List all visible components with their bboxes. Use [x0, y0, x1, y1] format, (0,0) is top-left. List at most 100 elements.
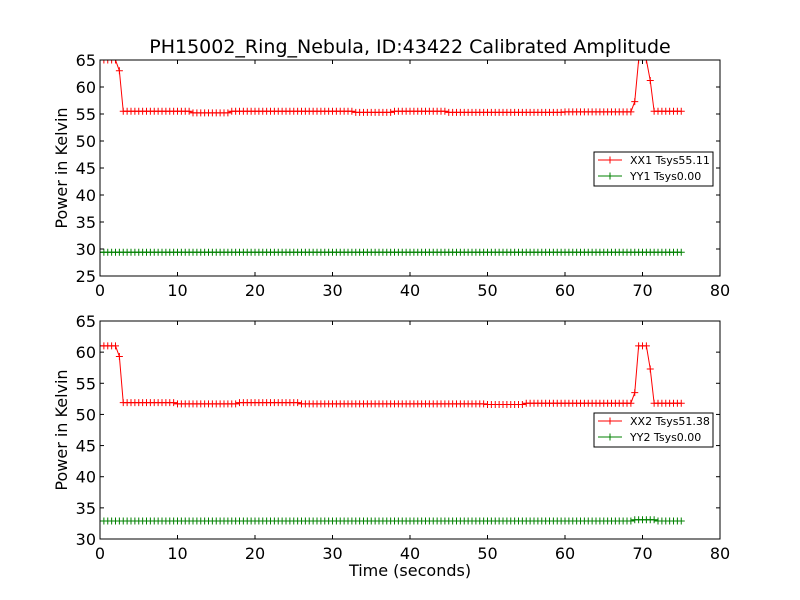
y-axis-label: Power in Kelvin — [52, 107, 71, 228]
data-point — [480, 400, 488, 408]
y-tick-label: 65 — [76, 51, 96, 70]
legend-box — [593, 151, 714, 187]
x-tick-label: 10 — [167, 544, 187, 563]
y-tick-label: 30 — [76, 530, 96, 549]
series-yy-2 — [100, 516, 685, 525]
data-point — [108, 60, 116, 64]
chart-title: PH15002_Ring_Nebula, ID:43422 Calibrated… — [149, 36, 670, 58]
series-markers — [100, 60, 685, 117]
series-markers — [100, 516, 685, 525]
legend-entry: YY2 Tsys0.00 — [598, 431, 701, 444]
data-point — [100, 60, 108, 64]
legend-entry: YY1 Tsys0.00 — [598, 170, 701, 183]
data-point — [677, 517, 685, 525]
legend-marker — [606, 172, 614, 180]
legend-label: YY2 Tsys0.00 — [629, 431, 701, 444]
x-tick-label: 50 — [477, 281, 497, 300]
plot-top: 0 10 20 30 40 50 60 70 80 25 30 35 40 45 50 55 60 65 Power… — [52, 51, 730, 300]
data-point — [627, 108, 635, 116]
legend-entry: XX2 Tsys51.38 — [598, 415, 710, 428]
data-point — [677, 107, 685, 115]
series-yy-1 — [100, 248, 685, 256]
x-tick-label: 0 — [95, 544, 105, 563]
legend-marker — [606, 433, 614, 441]
data-point — [627, 399, 635, 407]
legend-label: YY1 Tsys0.00 — [629, 170, 701, 183]
data-point — [650, 516, 658, 524]
data-point — [115, 67, 123, 75]
data-point — [294, 399, 302, 407]
y-tick-label: 50 — [76, 132, 96, 151]
legend-marker — [606, 156, 614, 164]
legend-label: XX2 Tsys51.38 — [630, 415, 710, 428]
data-point — [348, 107, 356, 115]
x-tick-label: 60 — [555, 281, 575, 300]
x-tick-label: 40 — [400, 281, 420, 300]
data-point — [642, 60, 650, 64]
x-tick-label: 30 — [322, 281, 342, 300]
y-tick-label: 65 — [76, 312, 96, 331]
legend-entry: XX1 Tsys55.11 — [598, 154, 710, 167]
x-tick-label: 70 — [632, 281, 652, 300]
data-point — [627, 517, 635, 525]
data-point — [677, 248, 685, 256]
legend-label: XX1 Tsys55.11 — [630, 154, 710, 167]
legend-box — [593, 412, 714, 448]
y-tick-label: 60 — [76, 343, 96, 362]
y-tick-label: 40 — [76, 186, 96, 205]
data-point — [441, 107, 449, 115]
data-point — [557, 108, 565, 116]
data-point — [112, 342, 119, 350]
y-tick-label: 35 — [76, 499, 96, 518]
series-markers — [100, 342, 685, 408]
data-point — [185, 107, 193, 115]
y-tick-label: 40 — [76, 468, 96, 487]
y-tick-label: 45 — [76, 437, 96, 456]
x-tick-label: 80 — [710, 544, 730, 563]
series-xx-2 — [100, 342, 685, 408]
data-point — [224, 109, 232, 117]
x-tick-label: 10 — [167, 281, 187, 300]
data-point — [631, 389, 639, 397]
legend-marker — [606, 417, 614, 425]
legend: XX1 Tsys55.11 YY1 Tsys0.00 — [593, 151, 714, 187]
series-markers — [100, 248, 685, 256]
data-point — [232, 400, 240, 408]
y-tick-label: 50 — [76, 405, 96, 424]
y-tick-label: 55 — [76, 105, 96, 124]
y-tick-label: 55 — [76, 374, 96, 393]
legend: XX2 Tsys51.38 YY2 Tsys0.00 — [593, 412, 714, 448]
data-point — [631, 98, 639, 106]
data-point — [112, 60, 119, 64]
data-point — [518, 400, 526, 408]
x-tick-label: 50 — [477, 544, 497, 563]
y-axis-label: Power in Kelvin — [52, 369, 71, 490]
x-axis-label: Time (seconds) — [348, 561, 471, 580]
data-point — [115, 353, 123, 360]
x-tick-label: 70 — [632, 544, 652, 563]
x-tick-label: 30 — [322, 544, 342, 563]
data-point — [646, 365, 654, 373]
y-tick-label: 30 — [76, 240, 96, 259]
y-tick-label: 45 — [76, 159, 96, 178]
x-tick-label: 20 — [245, 544, 265, 563]
data-point — [646, 77, 654, 85]
y-tick-label: 25 — [76, 267, 96, 286]
x-tick-label: 0 — [95, 281, 105, 300]
data-point — [170, 399, 178, 407]
x-tick-label: 80 — [710, 281, 730, 300]
plot-bottom: 0 10 20 30 40 50 60 70 80 30 35 40 45 50 55 60 65 Power i… — [52, 312, 730, 563]
x-tick-label: 20 — [245, 281, 265, 300]
data-point — [677, 399, 685, 407]
data-point — [387, 108, 395, 116]
y-tick-label: 60 — [76, 78, 96, 97]
data-point — [635, 60, 643, 64]
series-xx-1 — [100, 60, 685, 117]
data-point — [642, 342, 650, 350]
y-tick-label: 35 — [76, 213, 96, 232]
x-tick-label: 60 — [555, 544, 575, 563]
x-tick-label: 40 — [400, 544, 420, 563]
data-point — [104, 60, 112, 64]
